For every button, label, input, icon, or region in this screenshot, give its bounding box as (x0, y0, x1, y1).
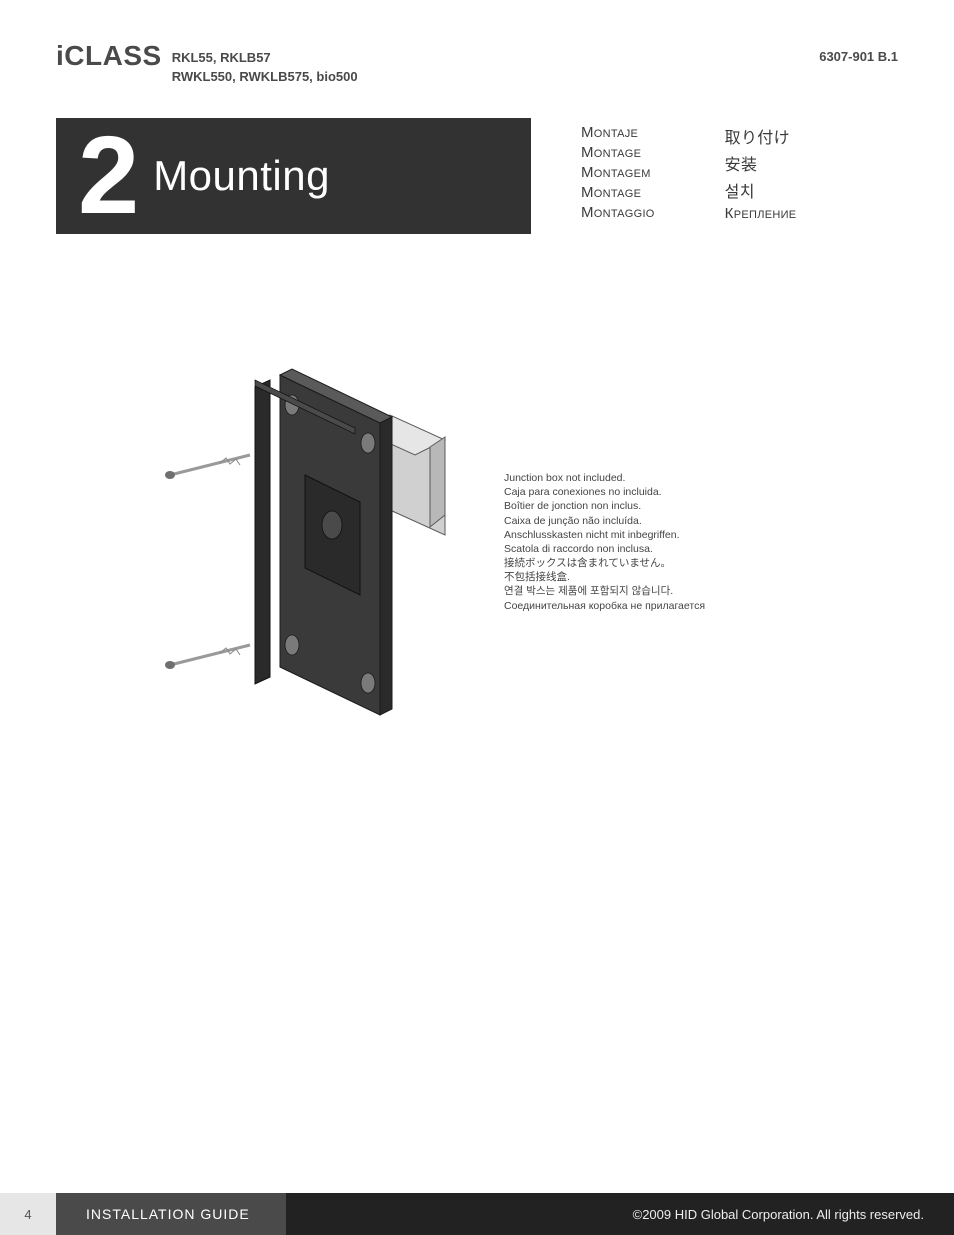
note-line: Caixa de junção não incluída. (504, 514, 824, 528)
banner-row: 2 Mounting Montaje Montage Montagem Mont… (56, 118, 898, 234)
page-number: 4 (0, 1193, 56, 1235)
lang-item: 取り付け (725, 124, 797, 148)
lang-column-1: Montaje Montage Montagem Montage Montagg… (581, 124, 655, 221)
models-line-2: RWKL550, RWKLB575, bio500 (172, 68, 358, 87)
brand-main: CLASS (64, 40, 161, 71)
lang-item: Крепление (725, 205, 797, 222)
note-line: Scatola di raccordo non inclusa. (504, 542, 824, 556)
lang-item: 安装 (725, 151, 797, 175)
note-line: 不包括接线盒. (504, 570, 824, 584)
page-header: iCLASS RKL55, RKLB57 RWKL550, RWKLB575, … (56, 40, 898, 87)
note-line: Caja para conexiones no incluida. (504, 485, 824, 499)
lang-item: Montaggio (581, 204, 655, 221)
footer-copyright: ©2009 HID Global Corporation. All rights… (286, 1193, 954, 1235)
note-line: 接続ボックスは含まれていません。 (504, 556, 824, 570)
note-line: Anschlusskasten nicht mit inbegriffen. (504, 528, 824, 542)
screw-icon (165, 455, 250, 479)
lang-column-2: 取り付け 安装 설치 Крепление (725, 124, 797, 222)
lang-item: Montage (581, 144, 655, 161)
junction-box-notes: Junction box not included. Caja para con… (504, 471, 824, 613)
lang-item: 설치 (725, 178, 797, 202)
section-banner: 2 Mounting Montaje Montage Montagem Mont… (56, 118, 898, 234)
note-line: Соединительная коробка не прилагается (504, 599, 824, 613)
page: iCLASS RKL55, RKLB57 RWKL550, RWKLB575, … (0, 0, 954, 1235)
section-title: Mounting (153, 152, 330, 200)
header-left: iCLASS RKL55, RKLB57 RWKL550, RWKLB575, … (56, 40, 358, 87)
banner-translations: Montaje Montage Montagem Montage Montagg… (531, 118, 898, 234)
lang-item: Montaje (581, 124, 655, 141)
diagram-svg (160, 345, 470, 765)
banner-dark-box: 2 Mounting (56, 118, 531, 234)
brand-logo: iCLASS (56, 40, 162, 72)
note-line: Junction box not included. (504, 471, 824, 485)
model-numbers: RKL55, RKLB57 RWKL550, RWKLB575, bio500 (172, 49, 358, 87)
note-line: 연결 박스는 제품에 포함되지 않습니다. (504, 584, 824, 598)
footer-guide-label: INSTALLATION GUIDE (56, 1193, 286, 1235)
document-number: 6307-901 B.1 (819, 49, 898, 64)
screw-icon (165, 645, 250, 669)
page-footer: 4 INSTALLATION GUIDE ©2009 HID Global Co… (0, 1193, 954, 1235)
lang-item: Montage (581, 184, 655, 201)
models-line-1: RKL55, RKLB57 (172, 49, 358, 68)
lang-item: Montagem (581, 164, 655, 181)
mounting-diagram (160, 345, 470, 765)
note-line: Boîtier de jonction non inclus. (504, 499, 824, 513)
section-number: 2 (56, 121, 153, 231)
